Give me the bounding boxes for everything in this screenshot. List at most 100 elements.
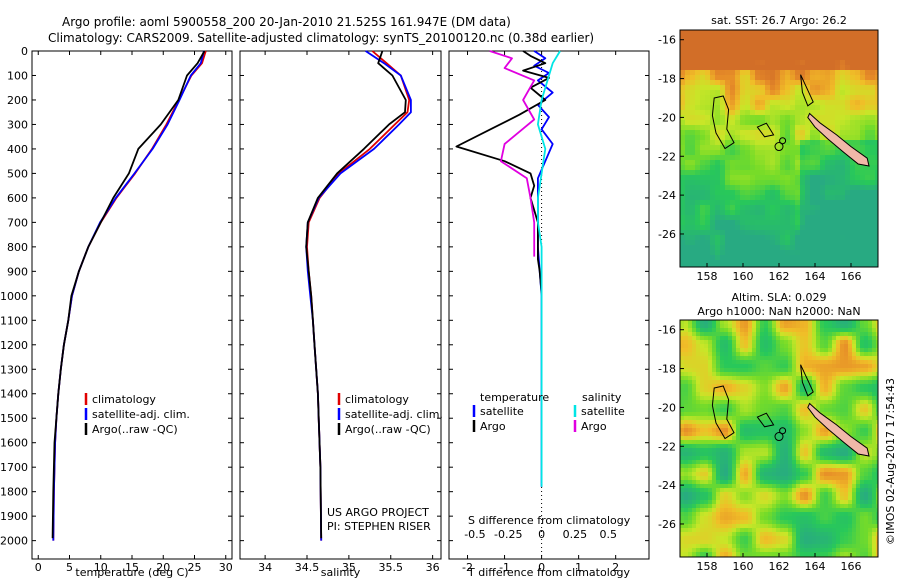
map-cell [690,100,696,106]
map-cell [845,245,851,251]
map-cell [725,45,731,51]
map-cell [824,360,829,365]
map-cell [684,484,689,489]
map-cell [830,235,836,241]
map-cell [848,336,853,341]
map-cell [775,245,781,251]
map-cell [845,140,851,146]
map-cell [835,80,841,86]
map-cell [805,175,811,181]
map-cell [690,45,696,51]
map-cell [812,424,817,429]
map-cell [804,356,809,361]
map-cell [724,456,729,461]
map-cell [830,205,836,211]
map-cell [765,65,771,71]
map-cell [795,180,801,186]
map-cell [836,388,841,393]
map-cell [868,516,873,521]
map-cell [864,540,869,545]
map-cell [824,368,829,373]
map-cell [776,484,781,489]
map-cell [730,115,736,121]
map-cell [845,75,851,81]
map-cell [752,528,757,533]
map-cell [756,468,761,473]
map-cell [805,75,811,81]
map-cell [688,532,693,537]
map-cell [815,180,821,186]
map-cell [825,245,831,251]
map-cell [768,384,773,389]
map-cell [728,324,733,329]
map-cell [748,376,753,381]
map-cell [772,460,777,465]
map-cell [844,324,849,329]
x-tick-label: 1 [575,561,582,574]
map-cell [768,520,773,525]
map-cell [872,428,877,433]
map-cell [790,255,796,261]
map-cell [875,260,878,266]
map-cell [860,175,866,181]
map-cell [745,75,751,81]
map-cell [800,65,806,71]
map-cell [775,260,781,266]
map-cell [684,464,689,469]
map-cell [816,528,821,533]
map-cell [688,528,693,533]
map-cell [735,110,741,116]
map-cell [724,488,729,493]
map-cell [836,328,841,333]
map-cell [740,100,746,106]
map-cell [830,250,836,256]
map-cell [688,496,693,501]
map-cell [875,235,878,241]
map-cell [815,40,821,46]
map-cell [870,100,876,106]
map-cell [780,492,785,497]
map-cell [744,412,749,417]
map-cell [680,130,686,136]
map-cell [872,512,877,517]
map-cell [860,464,865,469]
map-cell [700,150,706,156]
map-cell [752,436,757,441]
map-cell [764,340,769,345]
map-cell [820,45,826,51]
map-cell [690,80,696,86]
map-cell [872,464,877,469]
map-cell [752,432,757,437]
map-cell [844,480,849,485]
map-cell [775,105,781,111]
map-cell [768,404,773,409]
map-cell [776,424,781,429]
map-cell [780,328,785,333]
map-cell [835,175,841,181]
map-cell [724,484,729,489]
map-cell [704,392,709,397]
map-cell [788,480,793,485]
map-cell [688,328,693,333]
map-cell [715,235,721,241]
map-cell [850,165,856,171]
map-cell [876,364,878,369]
map-cell [752,420,757,425]
map-cell [810,205,816,211]
map-cell [775,115,781,121]
map-cell [780,50,786,56]
map-cell [760,50,766,56]
map-cell [770,50,776,56]
map-cell [708,412,713,417]
map-cell [720,220,726,226]
map-cell [840,488,845,493]
map-cell [685,110,691,116]
map-cell [828,460,833,465]
map-cell [688,356,693,361]
map-cell [816,504,821,509]
map-cell [800,396,805,401]
map-cell [860,376,865,381]
map-cell [780,488,785,493]
map-cell [680,380,685,385]
map-cell [865,70,871,76]
